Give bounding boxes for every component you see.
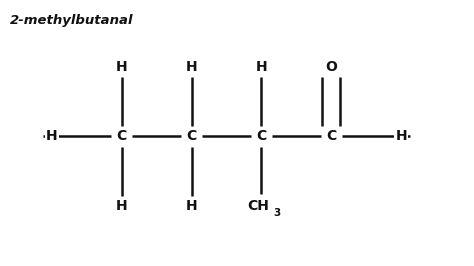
Text: C: C — [186, 130, 197, 143]
Text: 2-methylbutanal: 2-methylbutanal — [10, 14, 133, 27]
Text: O: O — [326, 60, 337, 74]
Text: C: C — [117, 130, 127, 143]
Text: H: H — [116, 200, 128, 213]
Text: H: H — [186, 200, 197, 213]
Text: C: C — [326, 130, 337, 143]
Text: CH: CH — [247, 200, 269, 213]
Text: H: H — [46, 130, 57, 143]
Text: 3: 3 — [273, 208, 281, 218]
Text: H: H — [395, 130, 407, 143]
Text: H: H — [255, 60, 267, 74]
Text: C: C — [256, 130, 266, 143]
Text: H: H — [186, 60, 197, 74]
Text: H: H — [116, 60, 128, 74]
